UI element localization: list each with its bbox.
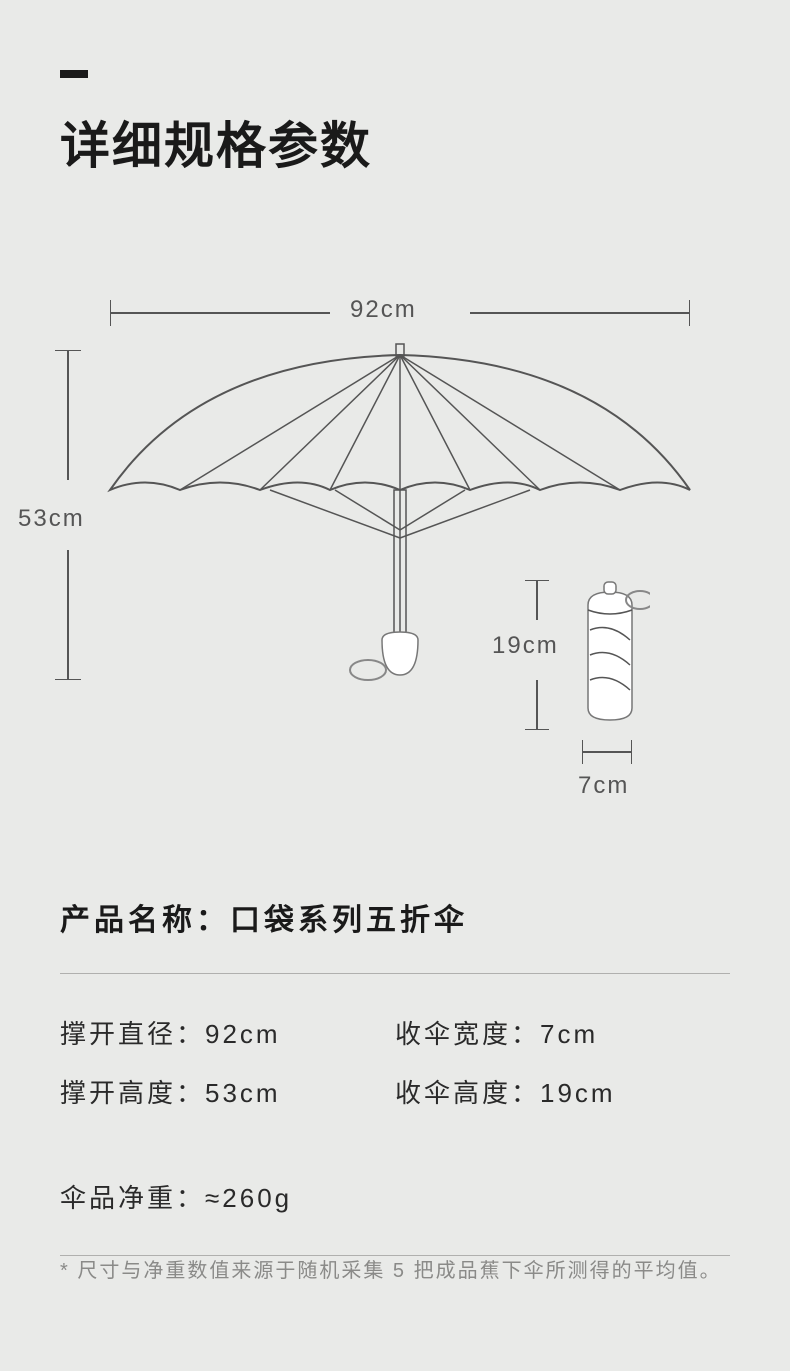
product-name-label: 产品名称：: [60, 904, 230, 937]
net-weight-value: ≈260g: [205, 1183, 292, 1213]
width-label: 92cm: [350, 296, 417, 324]
open-diameter-row: 撑开直径：92cm: [60, 1014, 395, 1051]
folded-width-dimension-line: [582, 740, 632, 766]
open-height-label: 撑开高度：: [60, 1078, 205, 1108]
folded-width-row: 收伞宽度：7cm: [395, 1014, 730, 1051]
spec-grid: 撑开直径：92cm 撑开高度：53cm 收伞宽度：7cm 收伞高度：19cm: [60, 974, 730, 1138]
open-height-row: 撑开高度：53cm: [60, 1073, 395, 1110]
open-diameter-value: 92cm: [205, 1019, 281, 1049]
folded-width-spec-label: 收伞宽度：: [395, 1019, 540, 1049]
net-weight-label: 伞品净重：: [60, 1183, 205, 1213]
net-weight-row: 伞品净重：≈260g: [60, 1138, 730, 1255]
folded-width-spec-value: 7cm: [540, 1019, 598, 1049]
spec-col-right: 收伞宽度：7cm 收伞高度：19cm: [395, 1014, 730, 1132]
footnote: * 尺寸与净重数值来源于随机采集 5 把成品蕉下伞所测得的平均值。: [60, 1254, 730, 1283]
folded-height-spec-value: 19cm: [540, 1078, 616, 1108]
folded-height-spec-label: 收伞高度：: [395, 1078, 540, 1108]
page-title: 详细规格参数: [60, 106, 372, 178]
height-label: 53cm: [18, 505, 85, 533]
header: 详细规格参数: [60, 70, 372, 178]
open-height-value: 53cm: [205, 1078, 281, 1108]
specs-section: 产品名称：口袋系列五折伞 撑开直径：92cm 撑开高度：53cm 收伞宽度：7c…: [60, 895, 730, 1256]
product-name-value: 口袋系列五折伞: [230, 904, 468, 937]
header-dash-icon: [60, 70, 88, 78]
product-name-row: 产品名称：口袋系列五折伞: [60, 895, 730, 973]
folded-height-label: 19cm: [492, 632, 559, 660]
spec-col-left: 撑开直径：92cm 撑开高度：53cm: [60, 1014, 395, 1132]
dimensions-diagram: 92cm 53cm: [0, 280, 790, 840]
folded-height-row: 收伞高度：19cm: [395, 1073, 730, 1110]
folded-umbrella-icon: [570, 580, 650, 730]
folded-width-label: 7cm: [578, 772, 629, 800]
open-diameter-label: 撑开直径：: [60, 1019, 205, 1049]
